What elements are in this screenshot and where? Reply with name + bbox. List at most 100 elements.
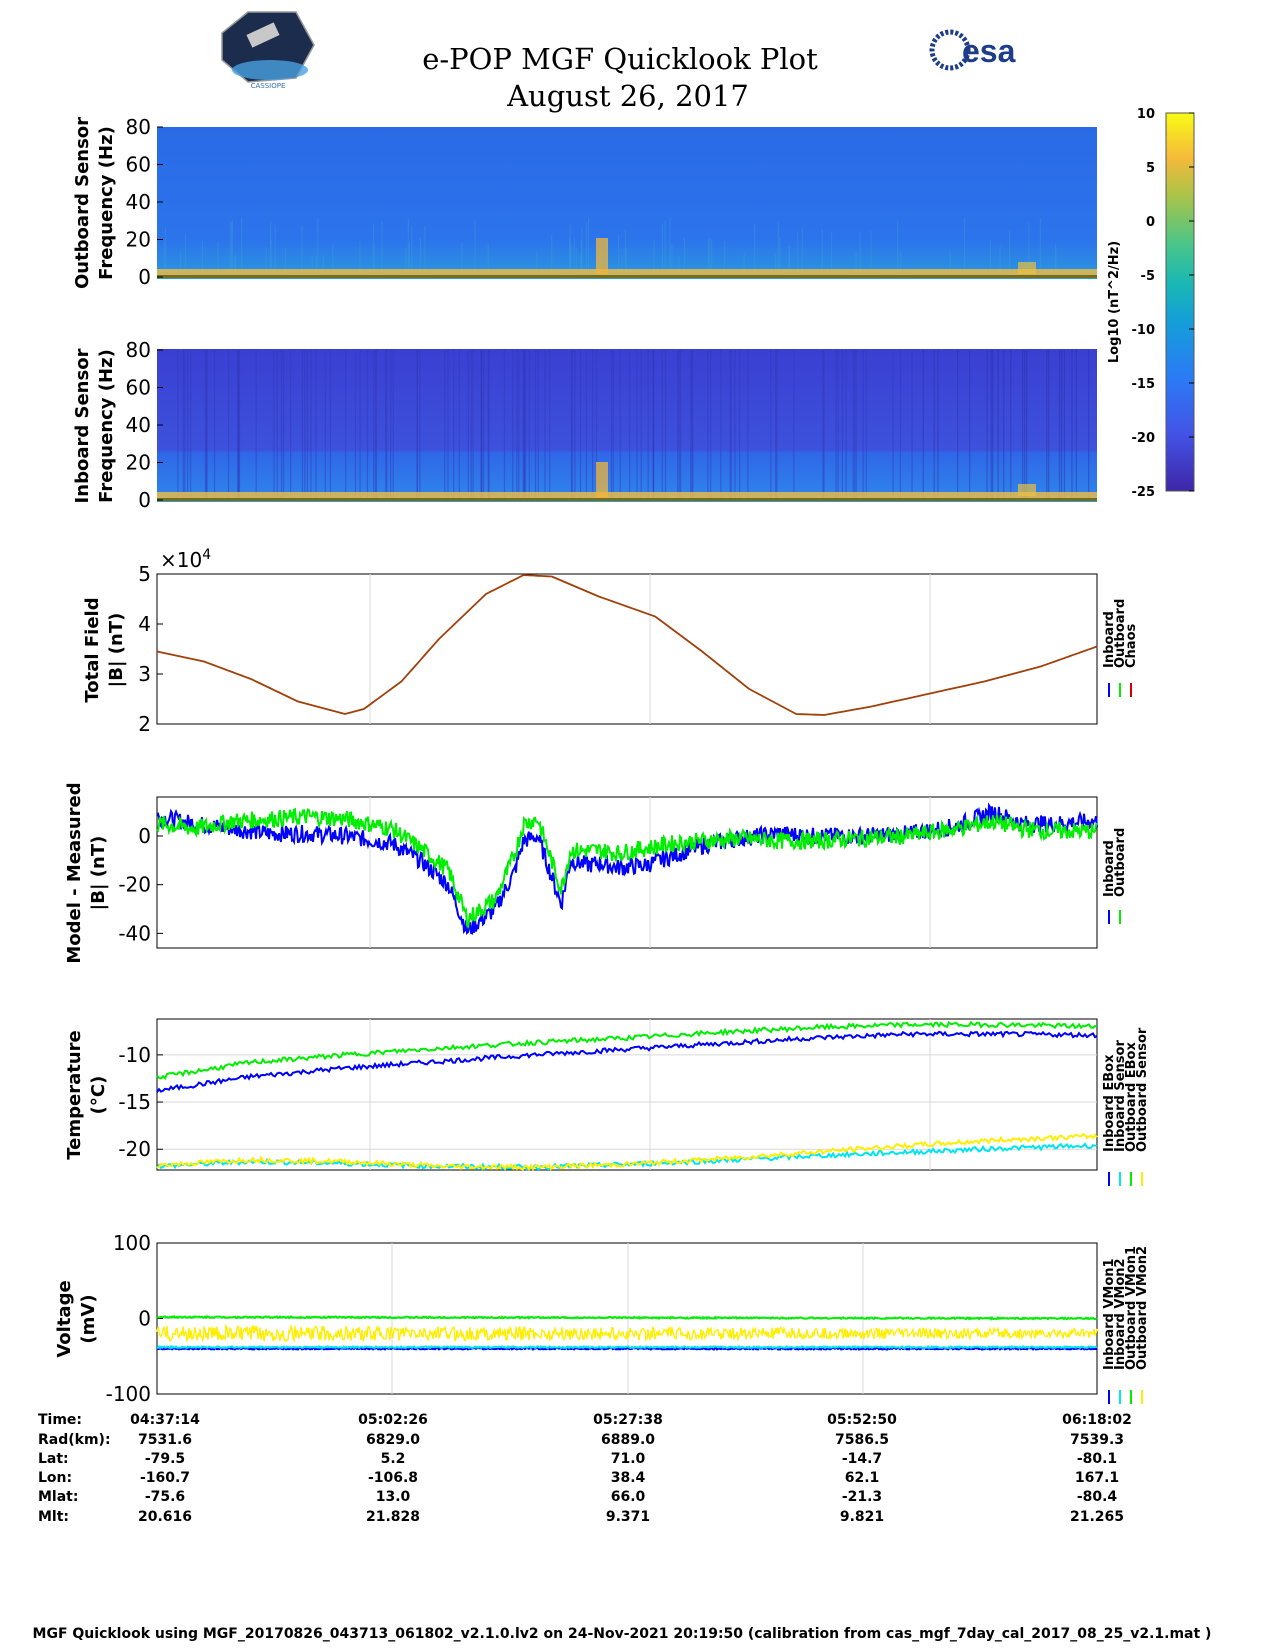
spectrogram-outboard-stripe — [419, 237, 421, 277]
voltage-series — [156, 1314, 1098, 1352]
spectrogram-inboard-stripe — [739, 350, 741, 500]
spectrogram-outboard-stripe — [709, 238, 711, 277]
spectrogram-outboard-stripe — [777, 222, 779, 277]
spectrogram-outboard-stripe — [408, 242, 411, 277]
spectrogram-inboard-stripe — [345, 350, 347, 500]
voltage-yaxis: -100 0 100 — [106, 1231, 163, 1406]
spectrogram-inboard-image — [157, 349, 1097, 502]
total-field-exponent: ×104 — [160, 547, 211, 572]
spectrogram-inboard-stripe — [306, 350, 308, 500]
spectrogram-outboard-stripe — [381, 221, 383, 277]
spectrogram-inboard-stripe — [640, 350, 642, 500]
spectrogram-outboard-stripe — [1028, 222, 1030, 277]
spectrogram-inboard-stripe — [647, 350, 649, 500]
spectrogram-inboard-stripe — [845, 350, 847, 500]
temperature-line — [156, 1030, 1098, 1093]
spectrogram-outboard-stripe — [229, 221, 231, 277]
spectrogram-outboard-stripe — [1054, 244, 1057, 277]
spectrogram-outboard-stripe — [317, 217, 319, 277]
total-field-y-tick-label: 5 — [138, 562, 151, 586]
spectrogram-inboard-stripe — [899, 350, 901, 500]
temperature-legend-entry: Inboard EBox — [1102, 1054, 1117, 1152]
spectrogram-inboard-stripe — [664, 350, 667, 500]
spectrogram-inboard-stripe — [690, 350, 692, 500]
cassiope-logo: CASSIOPE — [221, 11, 315, 90]
spectrogram-inboard-stripe — [280, 350, 283, 500]
spectrogram-outboard-yaxis: 0 20 40 60 80 — [126, 115, 163, 289]
spectrogram-inboard-stripe — [720, 350, 722, 500]
spectrogram-outboard-stripe — [407, 218, 409, 277]
spectrogram-inboard: 0 20 40 60 80 Inboard Sensor Frequency (Hz) — [72, 338, 1097, 512]
voltage-legend-entry: Inboard VMon2 — [1113, 1258, 1128, 1370]
spectrogram-inboard-stripe — [483, 350, 485, 500]
ephemeris-cell: 6889.0 — [601, 1432, 655, 1448]
spectrogram-inboard-stripe — [373, 350, 375, 500]
voltage-ylabel-1: Voltage — [54, 1280, 75, 1357]
esa-logo: esa — [929, 29, 1016, 71]
spectrogram-inboard-stripe — [512, 350, 514, 500]
voltage-legend-entry: Outboard VMon2 — [1135, 1246, 1150, 1370]
spectrogram-inboard-stripe — [310, 350, 312, 500]
spectrogram-inboard-stripe — [419, 350, 421, 500]
model-measured-legend-entry: Inboard — [1102, 840, 1117, 897]
spectrogram-inboard-ylabel-1: Inboard Sensor — [72, 348, 93, 503]
spectrogram-inboard-stripe — [1088, 350, 1090, 500]
spectrogram-outboard-y-tick-label: 40 — [126, 190, 151, 214]
spectrogram-inboard-stripe — [852, 350, 854, 500]
spectrogram-inboard-stripe — [470, 350, 472, 500]
voltage-legend-entry: Inboard VMon1 — [1102, 1258, 1117, 1370]
spectrogram-inboard-stripe — [1046, 350, 1048, 500]
spectrogram-outboard-stripe — [989, 240, 991, 277]
spectrogram-inboard-stripe — [734, 350, 736, 500]
spectrogram-inboard-stripe — [990, 350, 992, 500]
spectrogram-inboard-stripe — [855, 350, 857, 500]
ephemeris-cell: -80.1 — [1077, 1451, 1117, 1467]
model-measured-ylabel-2: |B| (nT) — [88, 836, 109, 911]
total-field-axes — [156, 573, 1098, 725]
spectrogram-outboard-stripe — [788, 245, 790, 277]
spectrogram-inboard-stripe — [1048, 350, 1050, 500]
spectrogram-outboard-stripe — [184, 232, 186, 277]
ephemeris-cell: 7531.6 — [138, 1432, 192, 1448]
spectrogram-inboard-stripe — [610, 350, 613, 500]
spectrogram-inboard-stripe — [986, 350, 988, 500]
spectrogram-inboard-stripe — [304, 350, 306, 500]
spectrogram-outboard-stripe — [474, 219, 476, 277]
spectrogram-inboard-stripe — [488, 350, 490, 500]
spectrogram-inboard-stripe — [255, 350, 257, 500]
spectrogram-inboard-stripe — [922, 350, 924, 500]
voltage-ylabel-2: (mV) — [78, 1294, 99, 1343]
spectrogram-outboard-y-tick-label: 80 — [126, 115, 151, 139]
spectrogram-outboard-stripe — [669, 217, 671, 277]
colorbar-label: Log10 (nT^2/Hz) — [1107, 241, 1122, 363]
total-field-ylabel-2: |B| (nT) — [106, 613, 127, 688]
spectrogram-inboard-stripe — [524, 350, 527, 500]
spectrogram-outboard-stripe — [683, 237, 685, 277]
temperature-legend-entry: Outboard Sensor — [1135, 1027, 1150, 1152]
spectrogram-outboard-burst — [596, 238, 608, 274]
spectrogram-outboard-stripe — [424, 225, 426, 277]
footer-note: MGF Quicklook using MGF_20170826_043713_… — [33, 1626, 1212, 1642]
spectrogram-outboard-stripe — [1039, 218, 1041, 277]
spectrogram-outboard-image — [157, 127, 1097, 279]
voltage-line — [156, 1323, 1098, 1343]
spectrogram-inboard-stripe — [237, 350, 240, 500]
spectrogram-outboard-stripe — [551, 234, 553, 277]
spectrogram-inboard-stripe — [776, 350, 778, 500]
spectrogram-inboard-stripe — [480, 350, 482, 500]
total-field-yaxis: 2 3 4 5 — [138, 562, 163, 736]
spectrogram-outboard-stripe — [411, 226, 413, 277]
spectrogram-inboard-stripe — [823, 350, 825, 500]
spectrogram-inboard-stripe — [1075, 350, 1077, 500]
spectrogram-inboard-stripe — [315, 350, 317, 500]
spectrogram-inboard-stripe — [1010, 350, 1012, 500]
spectrogram-inboard-stripe — [892, 350, 894, 500]
colorbar-tick-label: 10 — [1137, 107, 1155, 122]
spectrogram-inboard-baseline — [157, 498, 1097, 501]
spectrogram-inboard-stripe — [190, 350, 192, 500]
temperature-grid — [157, 1019, 1097, 1170]
